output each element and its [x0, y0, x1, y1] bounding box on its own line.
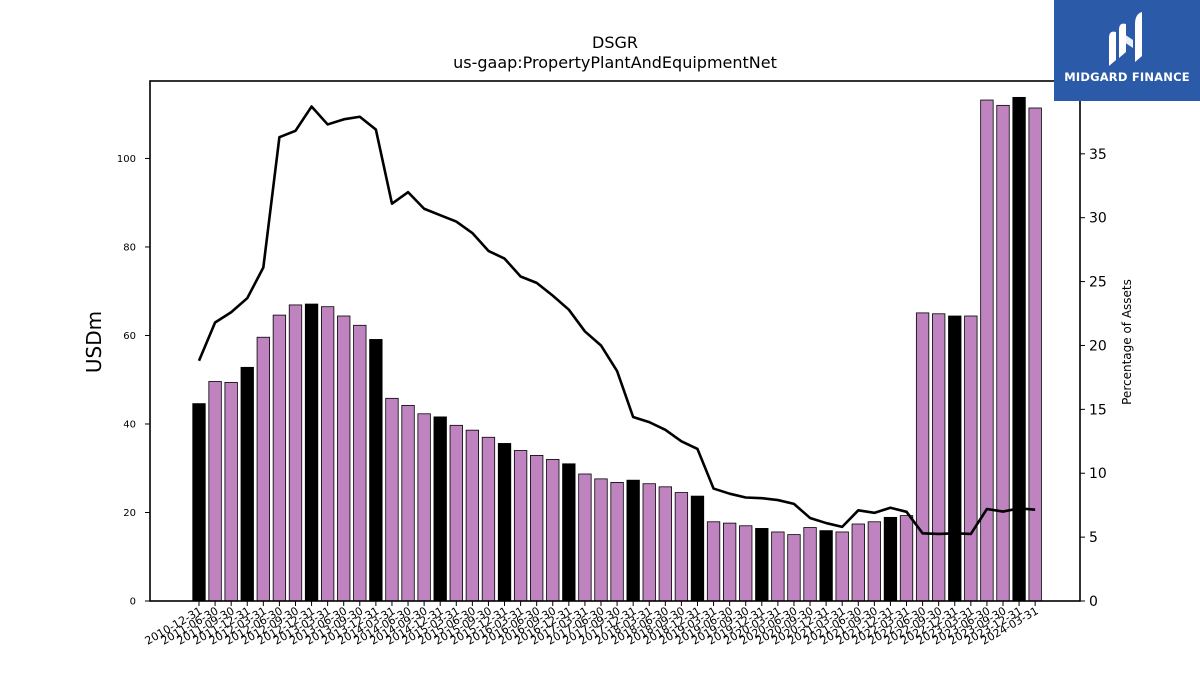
bar-2020-03-31: [787, 534, 801, 602]
y-axis-label: USDm: [82, 311, 106, 373]
bar-2013-03-31: [337, 315, 351, 602]
line-layer: [197, 105, 1036, 536]
percentage-line: [197, 105, 1036, 536]
bar-2016-06-30: [546, 458, 560, 602]
bar-2020-12-31: [835, 531, 849, 602]
bar-2012-03-31: [272, 314, 287, 602]
bar-2021-03-31: [851, 523, 865, 602]
bar-2011-12-31: [256, 336, 270, 602]
bar-2016-12-31: [578, 473, 592, 602]
bar-2018-12-31: [706, 521, 721, 602]
y2-tick-label: 30: [1089, 211, 1107, 227]
axes-layer: 020406080100051015202530352010-12-312011…: [117, 80, 1107, 648]
bar-2014-12-31: [449, 424, 463, 602]
bar-2019-09-30: [755, 528, 769, 602]
bar-2017-06-30: [610, 481, 624, 602]
bar-2022-06-30: [932, 313, 946, 602]
y2-axis-label: Percentage of Assets: [1120, 279, 1134, 405]
bar-2012-12-31: [320, 306, 335, 602]
y2-tick-label: 35: [1089, 147, 1107, 163]
chart-title: DSGR: [592, 33, 638, 52]
y2-tick-label: 5: [1089, 530, 1098, 546]
bar-2015-03-31: [465, 429, 480, 602]
y-tick-label: 40: [123, 419, 136, 430]
bar-2016-03-31: [530, 454, 544, 602]
y2-tick-label: 15: [1089, 402, 1107, 418]
bar-2017-09-30: [626, 479, 640, 602]
bar-2021-06-30: [867, 521, 882, 602]
y-tick-label: 0: [130, 597, 136, 608]
bar-2023-12-31: [1028, 107, 1042, 602]
bar-2015-12-31: [513, 450, 528, 602]
bars-layer: [192, 96, 1042, 602]
bar-2020-06-30: [803, 527, 817, 602]
bar-2014-06-30: [417, 413, 431, 602]
y2-tick-label: 10: [1089, 466, 1107, 482]
chart-subtitle: us-gaap:PropertyPlantAndEquipmentNet: [453, 53, 777, 72]
bar-2018-03-31: [658, 486, 672, 602]
bar-2019-12-31: [771, 531, 785, 602]
bar-2011-09-30: [240, 366, 254, 602]
bar-2018-06-30: [674, 492, 689, 602]
bar-2010-12-31: [192, 403, 206, 602]
bar-2017-03-31: [594, 478, 608, 602]
midgard-logo-icon: [1109, 12, 1142, 67]
bar-2022-03-31: [915, 312, 930, 602]
y-tick-label: 80: [123, 242, 136, 253]
bar-2019-06-30: [739, 525, 753, 602]
bar-2013-09-30: [369, 339, 383, 602]
bar-2014-09-30: [433, 416, 447, 602]
bar-2021-12-31: [899, 515, 914, 602]
bar-2021-09-30: [883, 516, 898, 602]
bar-2017-12-31: [642, 483, 656, 602]
bar-2022-09-30: [948, 315, 962, 602]
bar-2023-06-30: [996, 104, 1010, 602]
bar-2011-03-31: [208, 381, 222, 602]
y-tick-label: 100: [117, 154, 136, 165]
bar-2022-12-31: [964, 315, 978, 602]
bar-2011-06-30: [224, 381, 238, 602]
plot-frame: [149, 80, 1081, 602]
y-tick-label: 60: [123, 331, 136, 342]
bar-2020-09-30: [819, 530, 833, 602]
y2-tick-label: 0: [1089, 594, 1098, 610]
midgard-finance-logo: MIDGARD FINANCE: [1054, 0, 1200, 101]
bar-2014-03-31: [401, 404, 415, 602]
bar-2013-12-31: [385, 397, 399, 602]
bar-2019-03-31: [722, 522, 737, 602]
bar-2012-06-30: [288, 304, 303, 602]
logo-text: MIDGARD FINANCE: [1064, 70, 1190, 84]
y-tick-label: 20: [123, 508, 136, 519]
y2-tick-label: 25: [1089, 275, 1107, 291]
bar-2015-09-30: [497, 443, 512, 602]
y2-tick-label: 20: [1089, 338, 1107, 354]
bar-2015-06-30: [481, 436, 496, 602]
bar-2023-09-30: [1012, 96, 1026, 602]
bar-2013-06-30: [353, 324, 367, 602]
bar-2018-09-30: [690, 495, 705, 602]
bar-2016-09-30: [562, 463, 576, 602]
bar-2023-03-31: [980, 99, 994, 602]
bar-2012-09-30: [304, 303, 319, 602]
